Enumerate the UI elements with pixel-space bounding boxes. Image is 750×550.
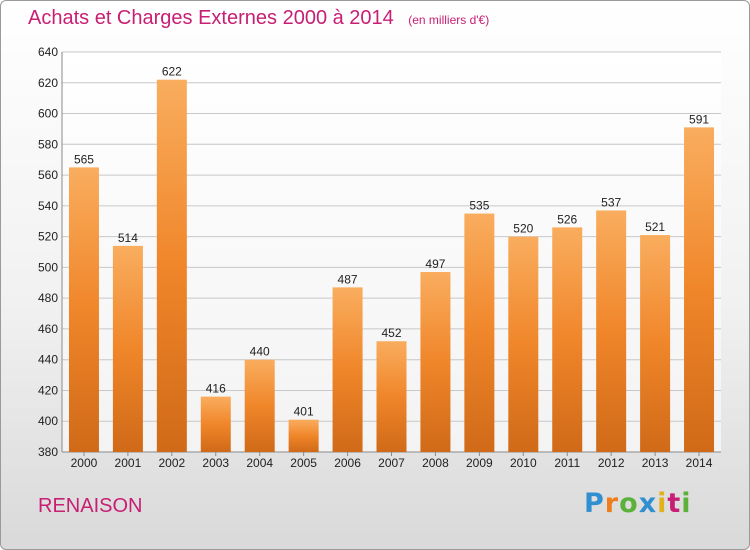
y-tick-label: 420 <box>38 383 58 397</box>
x-tick-label: 2010 <box>510 456 537 470</box>
bar <box>508 236 539 452</box>
y-tick-label: 620 <box>38 76 58 90</box>
y-tick-label: 600 <box>38 107 58 121</box>
y-tick-label: 560 <box>38 168 58 182</box>
x-tick-label: 2007 <box>378 456 405 470</box>
bar <box>332 287 363 452</box>
x-tick-label: 2014 <box>686 456 713 470</box>
x-tick-label: 2004 <box>246 456 273 470</box>
bar <box>640 235 671 452</box>
x-tick-label: 2005 <box>290 456 317 470</box>
y-tick-label: 580 <box>38 137 58 151</box>
chart-title: Achats et Charges Externes 2000 à 2014 <box>28 7 394 29</box>
logo-letter: P <box>584 488 605 519</box>
bar <box>288 419 319 452</box>
bar-value-label: 521 <box>645 220 665 234</box>
proxiti-logo: Proxiti <box>584 488 692 519</box>
y-tick-label: 520 <box>38 230 58 244</box>
bar-value-label: 535 <box>469 199 489 213</box>
y-tick-label: 500 <box>38 260 58 274</box>
y-tick-label: 540 <box>38 199 58 213</box>
logo-letter: i <box>681 488 692 519</box>
y-tick-label: 640 <box>38 45 58 59</box>
place-name: RENAISON <box>38 495 143 517</box>
bar-value-label: 537 <box>601 195 621 209</box>
bar <box>112 245 143 452</box>
bar <box>684 127 715 452</box>
bar-value-label: 440 <box>250 345 270 359</box>
y-tick-label: 400 <box>38 414 58 428</box>
x-tick-label: 2008 <box>422 456 449 470</box>
bar <box>244 359 275 452</box>
bar <box>68 167 99 452</box>
bar-value-label: 401 <box>294 405 314 419</box>
y-tick-label: 480 <box>38 291 58 305</box>
bar-value-label: 565 <box>74 152 94 166</box>
logo-letter: i <box>657 488 668 519</box>
bar <box>156 79 187 452</box>
logo-letter: o <box>619 488 639 519</box>
bar <box>200 396 231 452</box>
x-tick-label: 2006 <box>334 456 361 470</box>
bar <box>464 213 495 452</box>
x-tick-label: 2000 <box>71 456 98 470</box>
bar-value-label: 497 <box>425 257 445 271</box>
bar-value-label: 514 <box>118 231 138 245</box>
bar <box>596 210 627 452</box>
bar-value-label: 416 <box>206 382 226 396</box>
bar-value-label: 452 <box>381 326 401 340</box>
x-tick-label: 2003 <box>202 456 229 470</box>
x-tick-label: 2011 <box>554 456 580 470</box>
bar-value-label: 622 <box>162 65 182 79</box>
bar-value-label: 487 <box>338 272 358 286</box>
x-tick-label: 2002 <box>158 456 185 470</box>
bar <box>376 341 407 452</box>
x-tick-label: 2013 <box>642 456 669 470</box>
title-row: Achats et Charges Externes 2000 à 2014 (… <box>28 7 489 30</box>
chart-subtitle: (en milliers d'€) <box>408 13 490 27</box>
x-tick-label: 2001 <box>115 456 142 470</box>
logo-letter: t <box>667 488 682 519</box>
bar-value-label: 520 <box>513 222 533 236</box>
bar-value-label: 526 <box>557 212 577 226</box>
y-tick-label: 440 <box>38 353 58 367</box>
x-tick-label: 2009 <box>466 456 493 470</box>
logo-letter: r <box>604 488 620 519</box>
bar <box>420 272 451 452</box>
x-tick-label: 2012 <box>598 456 625 470</box>
logo-letter: x <box>638 488 658 519</box>
bar <box>552 227 583 452</box>
y-tick-label: 380 <box>38 445 58 459</box>
y-tick-label: 460 <box>38 322 58 336</box>
bar-value-label: 591 <box>689 112 709 126</box>
